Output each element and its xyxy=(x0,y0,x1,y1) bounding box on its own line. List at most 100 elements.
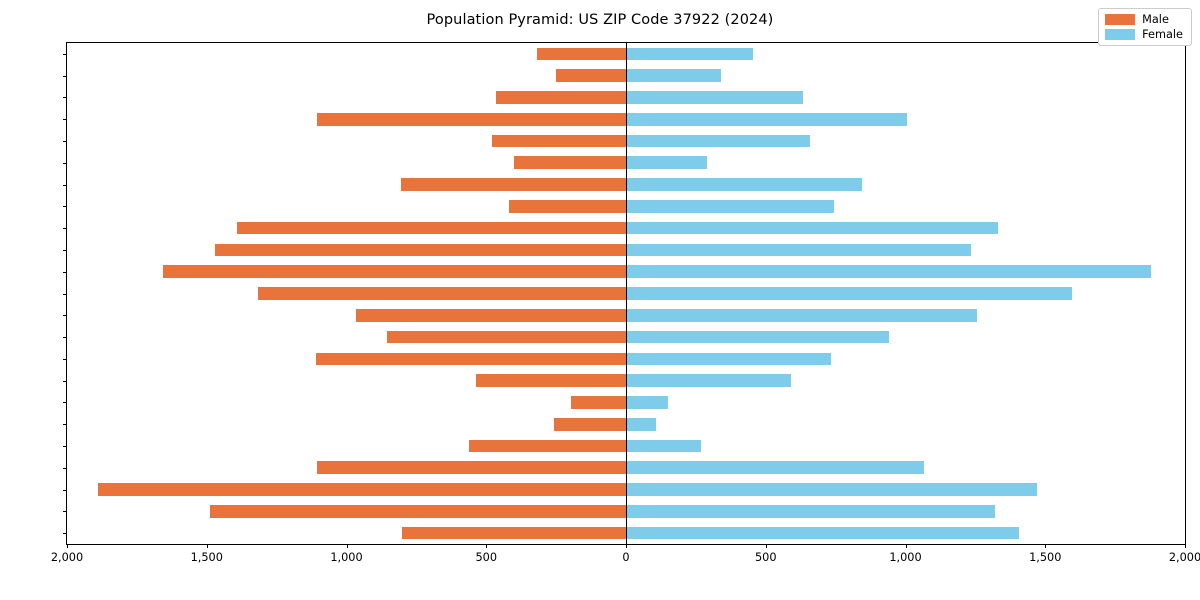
pyramid-row xyxy=(67,265,1185,279)
x-axis-tick-label: 1,500 xyxy=(190,551,223,564)
bar-male[interactable] xyxy=(514,156,626,170)
x-axis-tick-label: 0 xyxy=(622,551,630,564)
bar-female[interactable] xyxy=(626,483,1037,496)
pyramid-row xyxy=(67,396,1185,409)
x-axis-tick-label: 2,000 xyxy=(50,551,84,564)
bar-female[interactable] xyxy=(626,178,863,191)
bar-male[interactable] xyxy=(317,461,626,475)
bar-female[interactable] xyxy=(626,134,811,148)
pyramid-row xyxy=(67,134,1185,148)
y-axis-tick-mark xyxy=(63,293,67,295)
y-axis-tick-mark xyxy=(63,271,67,273)
x-axis-tick-mark xyxy=(486,544,488,548)
y-axis-tick-mark xyxy=(63,184,67,186)
x-axis-tick-label: 500 xyxy=(475,551,498,564)
legend-item-male[interactable]: Male xyxy=(1105,14,1183,25)
bar-male[interactable] xyxy=(571,396,626,409)
bar-female[interactable] xyxy=(626,265,1152,279)
y-axis-tick-mark xyxy=(63,249,67,251)
pyramid-row xyxy=(67,243,1185,257)
y-axis-tick-mark xyxy=(63,467,67,469)
bar-male[interactable] xyxy=(163,265,626,279)
x-axis-tick-label: 1,500 xyxy=(1029,551,1062,564)
bar-female[interactable] xyxy=(626,243,972,257)
x-axis-tick-mark xyxy=(1045,544,1047,548)
bar-female[interactable] xyxy=(626,417,656,431)
bar-female[interactable] xyxy=(626,221,998,235)
y-axis-tick-mark xyxy=(63,141,67,143)
pyramid-row xyxy=(67,505,1185,518)
pyramid-row xyxy=(67,47,1185,61)
legend-item-female[interactable]: Female xyxy=(1105,29,1183,40)
bar-female[interactable] xyxy=(626,505,995,518)
bar-female[interactable] xyxy=(626,374,791,387)
y-axis-tick-mark xyxy=(63,228,67,230)
x-axis-tick-label: 2,000 xyxy=(1168,551,1200,564)
bar-female[interactable] xyxy=(626,308,977,322)
y-axis-tick-mark xyxy=(63,533,67,535)
bar-female[interactable] xyxy=(626,396,669,409)
bar-male[interactable] xyxy=(508,200,626,213)
bar-male[interactable] xyxy=(476,374,626,387)
bar-male[interactable] xyxy=(97,483,626,496)
y-axis-tick-mark xyxy=(63,206,67,208)
y-axis-tick-mark xyxy=(63,402,67,404)
y-axis-tick-mark xyxy=(63,489,67,491)
pyramid-row xyxy=(67,483,1185,496)
bar-female[interactable] xyxy=(626,352,832,366)
bar-male[interactable] xyxy=(317,112,626,126)
plot-area: 85+80-8475-7970-7467-6965-6662-6460-6155… xyxy=(51,42,1200,564)
bar-female[interactable] xyxy=(626,69,722,82)
pyramid-row xyxy=(67,417,1185,431)
bar-male[interactable] xyxy=(496,91,626,104)
x-axis-tick-mark xyxy=(626,544,627,548)
bar-female[interactable] xyxy=(626,112,907,126)
bar-female[interactable] xyxy=(626,287,1072,300)
bar-male[interactable] xyxy=(237,221,626,235)
bar-male[interactable] xyxy=(258,287,626,300)
pyramid-row xyxy=(67,178,1185,191)
bar-female[interactable] xyxy=(626,461,924,475)
bar-male[interactable] xyxy=(356,308,626,322)
bar-male[interactable] xyxy=(402,526,626,540)
bar-male[interactable] xyxy=(556,69,626,82)
y-axis-tick-mark xyxy=(63,53,67,55)
bar-female[interactable] xyxy=(626,200,835,213)
bar-male[interactable] xyxy=(209,505,626,518)
y-axis-tick-mark xyxy=(63,380,67,382)
bar-female[interactable] xyxy=(626,156,708,170)
pyramid-row xyxy=(67,330,1185,344)
bar-female[interactable] xyxy=(626,526,1019,540)
x-axis-tick-mark xyxy=(1185,544,1186,548)
y-axis-tick-mark xyxy=(63,337,67,339)
chart-title: Population Pyramid: US ZIP Code 37922 (2… xyxy=(426,12,774,28)
y-axis-tick-mark xyxy=(63,315,67,317)
bar-male[interactable] xyxy=(469,439,626,453)
pyramid-row xyxy=(67,308,1185,322)
bar-male[interactable] xyxy=(387,330,626,344)
bar-male[interactable] xyxy=(215,243,626,257)
bar-female[interactable] xyxy=(626,330,889,344)
legend-swatch-male-icon xyxy=(1105,14,1136,25)
x-axis-tick-mark xyxy=(206,544,208,548)
bars-layer xyxy=(67,43,1185,544)
x-axis-tick-mark xyxy=(346,544,348,548)
pyramid-row xyxy=(67,439,1185,453)
bar-male[interactable] xyxy=(554,417,626,431)
bar-male[interactable] xyxy=(315,352,626,366)
bar-female[interactable] xyxy=(626,91,804,104)
x-axis-tick-mark xyxy=(905,544,907,548)
y-axis-tick-mark xyxy=(63,511,67,513)
y-axis-tick-mark xyxy=(63,75,67,77)
bar-male[interactable] xyxy=(401,178,626,191)
bar-male[interactable] xyxy=(536,47,626,61)
pyramid-row xyxy=(67,156,1185,170)
legend-swatch-female-icon xyxy=(1105,29,1136,40)
legend-label-female: Female xyxy=(1142,28,1183,41)
bar-female[interactable] xyxy=(626,439,702,453)
pyramid-row xyxy=(67,221,1185,235)
bar-female[interactable] xyxy=(626,47,754,61)
pyramid-row xyxy=(67,352,1185,366)
chart-legend: Male Female xyxy=(1098,8,1192,46)
bar-male[interactable] xyxy=(491,134,626,148)
